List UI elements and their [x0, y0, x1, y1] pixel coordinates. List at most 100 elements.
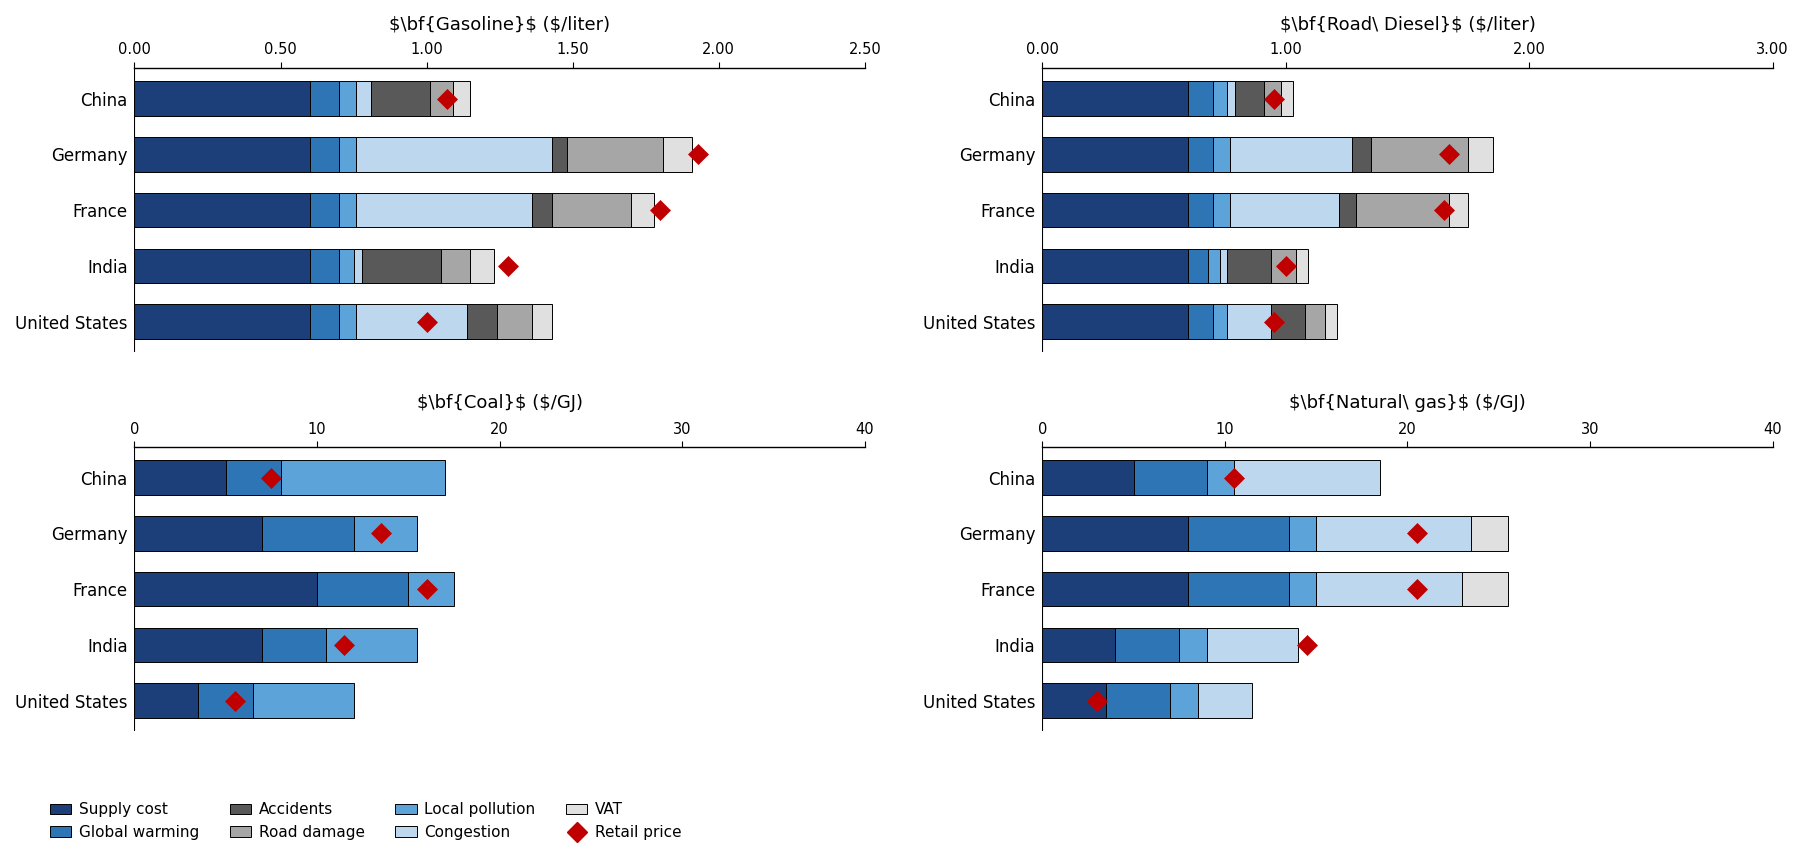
Bar — [1317, 572, 1463, 607]
Bar — [1227, 82, 1234, 116]
Bar — [135, 628, 262, 662]
Bar — [1317, 517, 1472, 551]
Bar — [1220, 249, 1227, 283]
Bar — [1043, 572, 1189, 607]
Bar — [357, 193, 532, 227]
Bar — [1043, 82, 1189, 116]
Bar — [1463, 572, 1508, 607]
Bar — [339, 305, 357, 339]
Bar — [1306, 305, 1324, 339]
Bar — [135, 461, 226, 495]
Bar — [496, 305, 532, 339]
Bar — [1189, 572, 1288, 607]
Bar — [1272, 249, 1295, 283]
Bar — [1189, 82, 1212, 116]
Bar — [135, 572, 318, 607]
Bar — [226, 461, 280, 495]
Bar — [372, 82, 429, 116]
Title: $\bf{Gasoline}$ ($/liter): $\bf{Gasoline}$ ($/liter) — [390, 15, 610, 33]
Bar — [1115, 628, 1180, 662]
Bar — [1265, 82, 1281, 116]
Bar — [1288, 572, 1317, 607]
Bar — [532, 193, 552, 227]
Bar — [1230, 193, 1339, 227]
Bar — [1212, 193, 1230, 227]
Bar — [1209, 249, 1220, 283]
Bar — [339, 193, 357, 227]
Bar — [1043, 684, 1106, 718]
Bar — [1449, 193, 1468, 227]
Bar — [339, 137, 357, 172]
Bar — [1468, 137, 1492, 172]
Bar — [253, 684, 354, 718]
Bar — [1288, 517, 1317, 551]
Bar — [1339, 193, 1357, 227]
Bar — [1230, 137, 1351, 172]
Bar — [664, 137, 693, 172]
Bar — [1189, 305, 1212, 339]
Bar — [1357, 193, 1449, 227]
Bar — [1324, 305, 1337, 339]
Bar — [552, 137, 566, 172]
Bar — [1212, 305, 1227, 339]
Bar — [1106, 684, 1171, 718]
Bar — [1043, 137, 1189, 172]
Bar — [357, 305, 467, 339]
Bar — [310, 249, 339, 283]
Bar — [135, 517, 262, 551]
Bar — [1472, 517, 1508, 551]
Bar — [363, 249, 442, 283]
Bar — [532, 305, 552, 339]
Bar — [339, 82, 357, 116]
Bar — [1281, 82, 1293, 116]
Bar — [357, 137, 552, 172]
Bar — [1272, 305, 1306, 339]
Bar — [631, 193, 655, 227]
Bar — [135, 684, 198, 718]
Bar — [1234, 82, 1265, 116]
Bar — [357, 82, 372, 116]
Bar — [1227, 305, 1272, 339]
Bar — [429, 82, 453, 116]
Bar — [280, 461, 446, 495]
Bar — [1043, 249, 1189, 283]
Bar — [408, 572, 455, 607]
Bar — [135, 82, 310, 116]
Bar — [1043, 517, 1189, 551]
Bar — [262, 517, 354, 551]
Bar — [135, 137, 310, 172]
Bar — [1043, 305, 1189, 339]
Bar — [310, 82, 339, 116]
Bar — [354, 249, 363, 283]
Bar — [1198, 684, 1252, 718]
Bar — [310, 137, 339, 172]
Bar — [354, 517, 417, 551]
Title: $\bf{Natural\ gas}$ ($/GJ): $\bf{Natural\ gas}$ ($/GJ) — [1290, 394, 1526, 412]
Bar — [1171, 684, 1198, 718]
Bar — [198, 684, 253, 718]
Bar — [135, 193, 310, 227]
Bar — [1133, 461, 1207, 495]
Bar — [1212, 82, 1227, 116]
Bar — [318, 572, 408, 607]
Bar — [1295, 249, 1308, 283]
Bar — [1189, 249, 1209, 283]
Bar — [1234, 461, 1380, 495]
Bar — [1227, 249, 1272, 283]
Bar — [1043, 193, 1189, 227]
Title: $\bf{Coal}$ ($/GJ): $\bf{Coal}$ ($/GJ) — [417, 394, 583, 412]
Legend: Supply cost, Global warming, Accidents, Road damage, Local pollution, Congestion: Supply cost, Global warming, Accidents, … — [43, 796, 687, 846]
Bar — [1212, 137, 1230, 172]
Bar — [552, 193, 631, 227]
Bar — [135, 305, 310, 339]
Bar — [566, 137, 664, 172]
Bar — [1189, 137, 1212, 172]
Bar — [1043, 628, 1115, 662]
Bar — [1371, 137, 1468, 172]
Bar — [327, 628, 417, 662]
Title: $\bf{Road\ Diesel}$ ($/liter): $\bf{Road\ Diesel}$ ($/liter) — [1279, 15, 1535, 33]
Bar — [442, 249, 471, 283]
Bar — [135, 249, 310, 283]
Bar — [1207, 461, 1234, 495]
Bar — [339, 249, 354, 283]
